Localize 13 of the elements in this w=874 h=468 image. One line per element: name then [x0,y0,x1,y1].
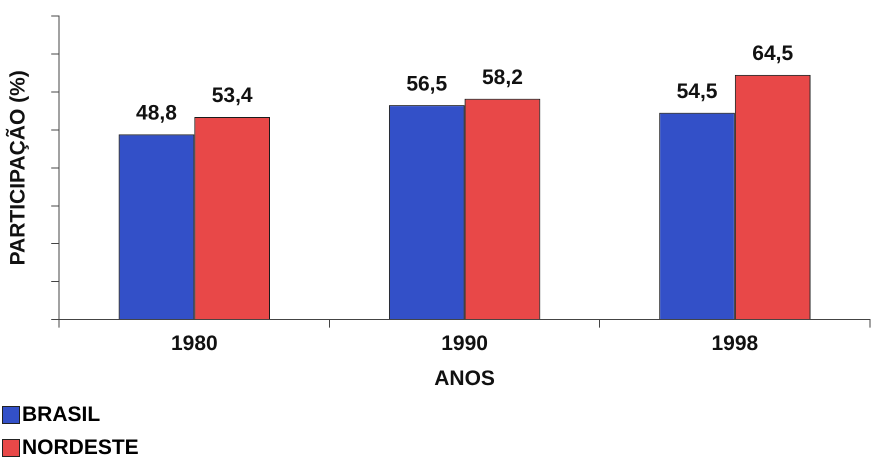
x-tick-label: 1998 [712,332,759,355]
data-label: 56,5 [406,72,448,96]
legend-label: NORDESTE [22,436,139,460]
data-label: 64,5 [752,42,794,66]
x-axis-title: ANOS [434,367,495,390]
data-label: 48,8 [136,102,178,125]
y-axis-title: PARTICIPAÇÃO (%) [5,70,30,266]
data-label: 54,5 [676,80,718,104]
legend-label: BRASIL [22,402,100,426]
x-tick-label: 1980 [170,332,218,355]
x-tick-label: 1990 [441,332,488,355]
data-label: 58,2 [482,66,523,90]
data-label: 53,4 [212,84,253,108]
